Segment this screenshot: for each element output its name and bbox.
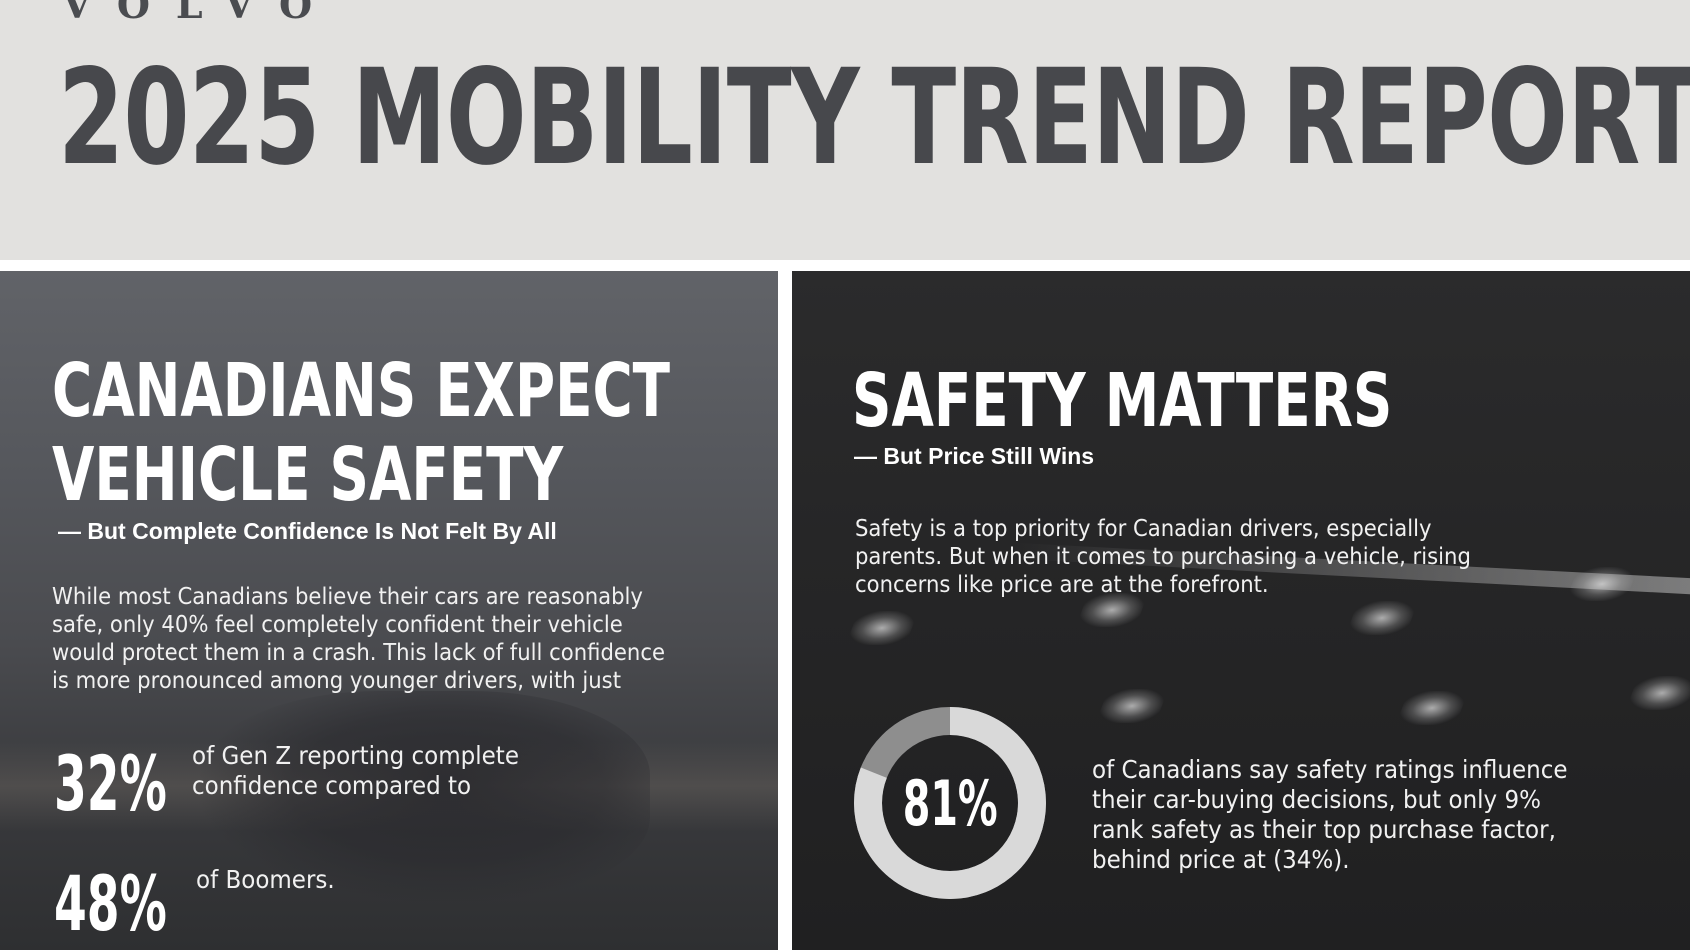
left-panel-body: While most Canadians believe their cars … [52, 584, 665, 694]
background-ceiling-light [845, 611, 919, 645]
safety-influence-stat-text: of Canadians say safety ratings influenc… [1092, 755, 1568, 874]
safety-expectation-panel: CANADIANS EXPECT VEHICLE SAFETY — But Co… [0, 271, 778, 950]
gen-z-stat-value: 32% [54, 739, 167, 828]
left-panel-title: CANADIANS EXPECT VEHICLE SAFETY [52, 349, 670, 517]
report-title: 2025 MOBILITY TREND REPORT [58, 41, 1690, 195]
left-panel-subtitle: — But Complete Confidence Is Not Felt By… [58, 518, 557, 544]
boomers-stat-text: of Boomers. [196, 865, 335, 894]
boomers-stat-value: 48% [54, 859, 167, 948]
brand-logo-text: VOLVO [62, 0, 339, 27]
left-title-line-2: VEHICLE SAFETY [52, 432, 564, 518]
right-panel-subtitle: — But Price Still Wins [854, 443, 1095, 469]
background-ceiling-light [1095, 689, 1169, 723]
background-ceiling-light [1395, 691, 1469, 725]
background-ceiling-light [1565, 567, 1639, 601]
background-ceiling-light [1625, 676, 1690, 710]
gen-z-stat-text: of Gen Z reporting complete confidence c… [192, 741, 519, 800]
right-panel-title: SAFETY MATTERS [852, 358, 1393, 444]
safety-matters-panel: SAFETY MATTERS — But Price Still Wins Sa… [792, 271, 1690, 950]
donut-fill [854, 707, 1046, 899]
right-panel-body: Safety is a top priority for Canadian dr… [855, 516, 1471, 598]
background-ceiling-light [1345, 601, 1419, 635]
report-header: VOLVO 2025 MOBILITY TREND REPORT [0, 0, 1690, 260]
donut-percentage-label: 81% [852, 705, 1048, 901]
donut-percentage-value: 81% [902, 766, 998, 840]
safety-ratings-donut-chart [854, 707, 1046, 899]
background-car-image [200, 691, 650, 901]
left-title-line-1: CANADIANS EXPECT [52, 348, 671, 434]
